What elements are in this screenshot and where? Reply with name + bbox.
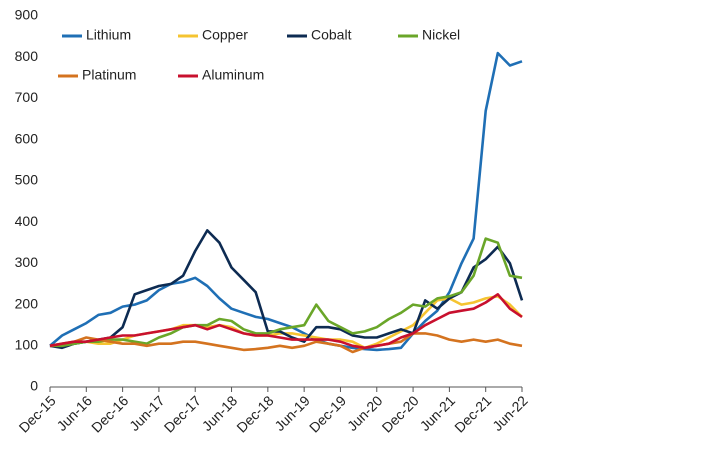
y-tick-label: 700 xyxy=(15,89,39,105)
y-tick-label: 100 xyxy=(15,336,39,352)
series-line xyxy=(49,229,524,350)
legend-label: Cobalt xyxy=(311,27,352,43)
y-tick-label: 500 xyxy=(15,172,39,188)
series-line xyxy=(50,237,523,348)
series-line xyxy=(49,51,523,352)
legend-label: Aluminum xyxy=(202,67,264,83)
y-tick-label: 300 xyxy=(15,254,39,270)
y-tick-label: 200 xyxy=(15,295,39,311)
legend-label: Platinum xyxy=(82,67,136,83)
y-tick-label: 800 xyxy=(15,48,39,64)
legend-label: Copper xyxy=(202,27,248,43)
legend-label: Lithium xyxy=(86,27,131,43)
y-tick-label: 600 xyxy=(15,130,39,146)
y-tick-label: 400 xyxy=(15,213,39,229)
y-tick-label: 0 xyxy=(30,378,38,394)
legend-label: Nickel xyxy=(422,27,460,43)
series-line xyxy=(49,332,523,354)
series-line xyxy=(49,293,523,350)
y-tick-label: 900 xyxy=(15,7,39,23)
